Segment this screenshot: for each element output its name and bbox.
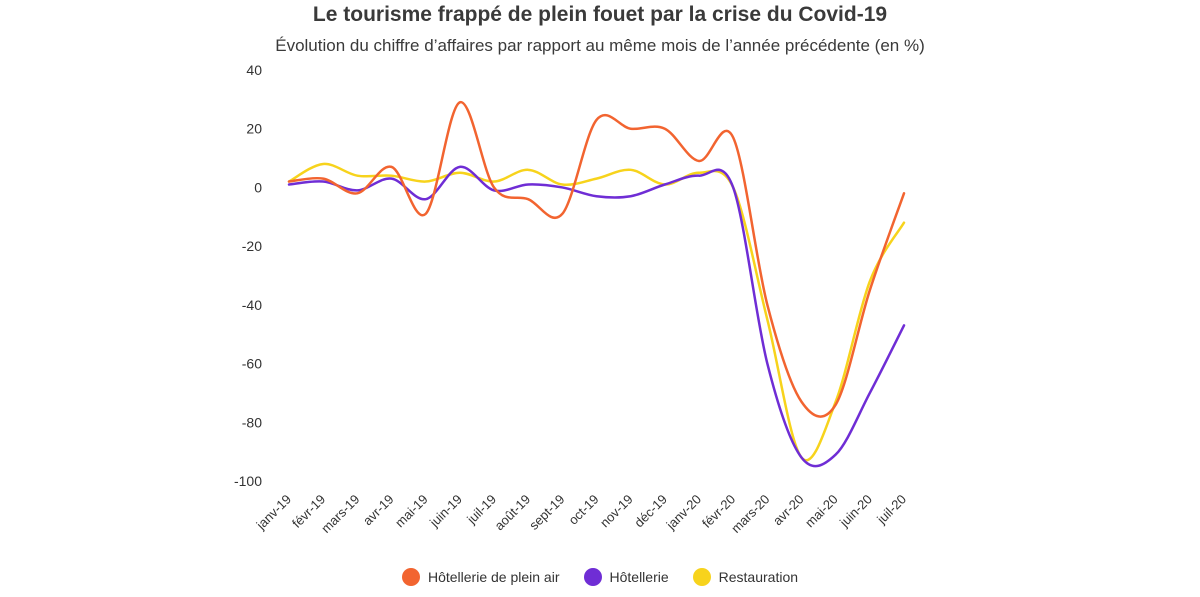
series-line — [287, 101, 906, 418]
x-tick-label: mai-20 — [802, 492, 841, 531]
y-tick-label: -20 — [242, 238, 262, 254]
x-tick-label: juin-20 — [836, 492, 875, 531]
x-tick-label: avr-20 — [770, 492, 807, 529]
series-line — [287, 165, 906, 468]
y-tick-label: 40 — [246, 62, 262, 78]
x-tick-label: janv-20 — [663, 492, 704, 533]
chart-title: Le tourisme frappé de plein fouet par la… — [312, 3, 888, 26]
series-line — [287, 162, 906, 462]
x-tick-label: mars-19 — [318, 492, 362, 536]
legend-item-hotellerie: Hôtellerie — [583, 568, 669, 586]
legend-marker-icon — [583, 568, 602, 586]
y-tick-label: 0 — [254, 179, 262, 195]
legend-item-restauration: Restauration — [692, 568, 799, 586]
y-tick-label: -100 — [234, 473, 262, 489]
x-tick-label: juin-19 — [426, 492, 465, 531]
legend-marker-icon — [692, 568, 711, 586]
y-tick-label: -60 — [242, 356, 262, 372]
x-tick-label: avr-19 — [360, 492, 397, 529]
y-tick-label: 20 — [246, 121, 262, 137]
legend-item-hotellerie-plein-air: Hôtellerie de plein air — [401, 568, 560, 586]
x-tick-label: août-19 — [492, 492, 534, 534]
legend: Hôtellerie de plein air Hôtellerie Resta… — [0, 568, 1200, 586]
legend-marker-icon — [401, 568, 420, 586]
legend-label: Hôtellerie — [609, 569, 669, 585]
chart-subtitle: Évolution du chiffre d’affaires par rapp… — [275, 36, 925, 55]
x-tick-label: déc-19 — [631, 492, 670, 531]
x-tick-label: juil-20 — [873, 492, 909, 528]
x-tick-label: oct-19 — [565, 492, 601, 528]
x-tick-label: janv-19 — [253, 492, 294, 533]
x-tick-label: sept-19 — [526, 492, 567, 533]
legend-label: Restauration — [718, 569, 799, 585]
y-tick-label: -40 — [242, 297, 262, 313]
legend-label: Hôtellerie de plein air — [427, 569, 560, 585]
x-tick-label: nov-19 — [597, 492, 636, 531]
y-tick-label: -80 — [242, 414, 262, 430]
x-tick-label: mai-19 — [392, 492, 431, 531]
x-tick-label: mars-20 — [728, 492, 772, 536]
